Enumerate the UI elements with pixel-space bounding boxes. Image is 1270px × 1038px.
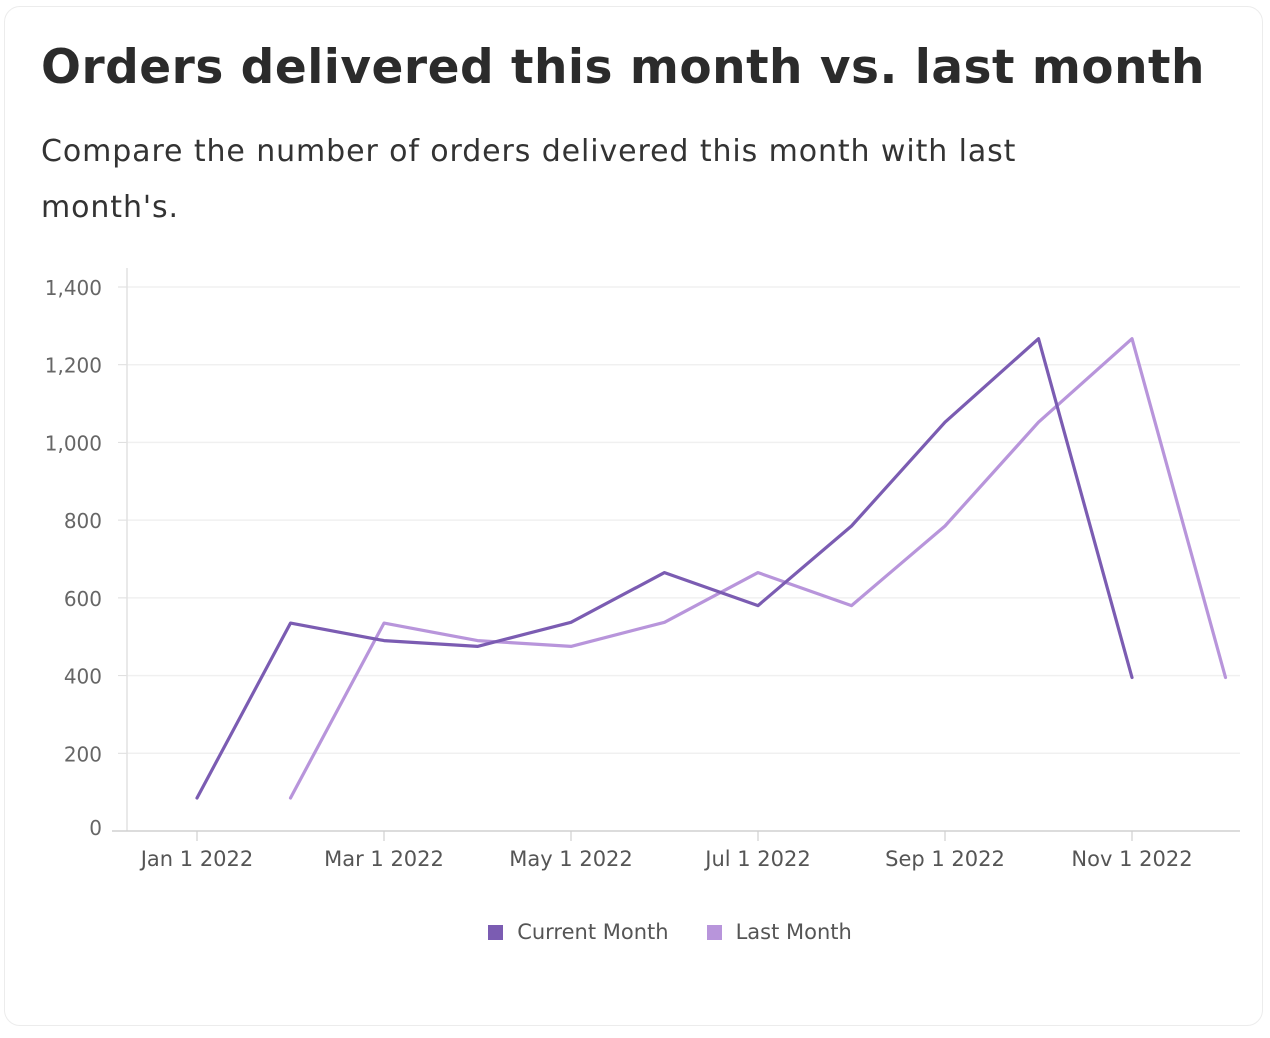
x-tick-label: May 1 2022 [509, 847, 633, 871]
x-tick-label: Jul 1 2022 [703, 847, 811, 871]
y-tick-label: 400 [64, 665, 102, 689]
y-tick-label: 600 [64, 587, 102, 611]
legend-item-current-month[interactable]: Current Month [488, 920, 669, 944]
y-tick-label: 1,200 [45, 354, 102, 378]
x-tick-label: Sep 1 2022 [885, 847, 1005, 871]
x-tick-label: Nov 1 2022 [1071, 847, 1192, 871]
y-tick-label: 0 [89, 816, 102, 840]
y-tick-label: 1,400 [45, 276, 102, 300]
x-tick-label: Jan 1 2022 [139, 847, 254, 871]
legend-swatch-current-month [488, 924, 504, 940]
legend: Current Month Last Month [0, 914, 1270, 950]
y-tick-label: 200 [64, 742, 102, 766]
series-line-last-month [288, 337, 1228, 800]
y-tick-label: 800 [64, 509, 102, 533]
legend-label-current-month: Current Month [517, 920, 669, 944]
chart-subtitle: Compare the number of orders delivered t… [41, 134, 1017, 225]
legend-item-last-month[interactable]: Last Month [706, 920, 852, 944]
y-tick-label: 1,000 [45, 431, 102, 455]
chart-card [4, 6, 1263, 1026]
chart-title: Orders delivered this month vs. last mon… [41, 40, 1205, 95]
series-line-current-month [195, 337, 1134, 800]
legend-swatch-last-month [706, 924, 722, 940]
x-tick-label: Mar 1 2022 [324, 847, 444, 871]
legend-label-last-month: Last Month [735, 920, 852, 944]
